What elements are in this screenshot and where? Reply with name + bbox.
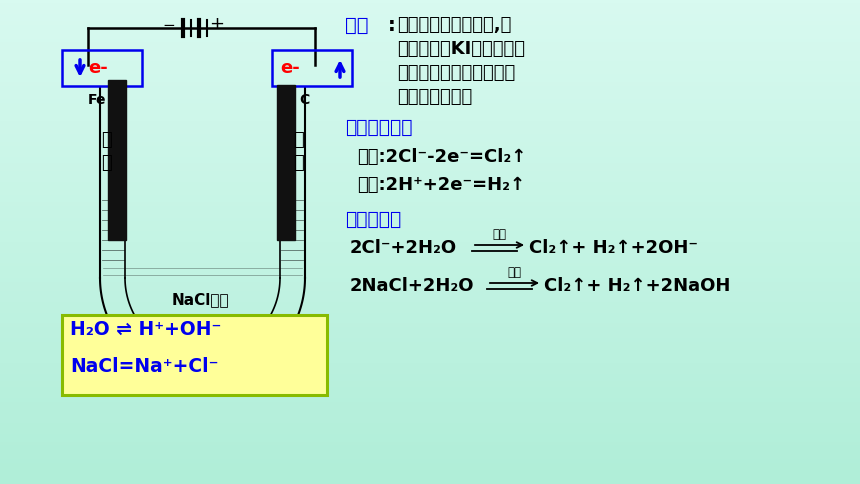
Bar [62, 315, 327, 395]
Text: 极: 极 [101, 154, 112, 172]
Text: 2NaCl+2H₂O: 2NaCl+2H₂O [350, 277, 475, 295]
Text: 2Cl⁻+2H₂O: 2Cl⁻+2H₂O [350, 239, 458, 257]
Text: 阴: 阴 [101, 131, 112, 149]
Text: 阳: 阳 [293, 131, 304, 149]
Text: Cl₂↑+ H₂↑+2OH⁻: Cl₂↑+ H₂↑+2OH⁻ [529, 239, 698, 257]
Text: NaCl=Na⁺+Cl⁻: NaCl=Na⁺+Cl⁻ [70, 358, 218, 377]
Bar [108, 80, 126, 240]
Text: −: − [163, 18, 175, 33]
Text: 现象: 现象 [345, 16, 368, 35]
Text: 湿润的淀粉KI试纸变蓝。: 湿润的淀粉KI试纸变蓝。 [397, 40, 525, 58]
Text: 电极反应式：: 电极反应式： [345, 118, 413, 137]
Text: +: + [210, 15, 224, 33]
Text: C: C [299, 93, 310, 107]
Text: H₂O ⇌ H⁺+OH⁻: H₂O ⇌ H⁺+OH⁻ [70, 319, 221, 338]
Bar [272, 50, 352, 86]
Text: e-: e- [280, 59, 300, 77]
Text: 阳极:2Cl⁻-2e⁻=Cl₂↑: 阳极:2Cl⁻-2e⁻=Cl₂↑ [357, 148, 526, 166]
Text: :: : [388, 16, 396, 35]
Text: 阴极:2H⁺+2e⁻=H₂↑: 阴极:2H⁺+2e⁻=H₂↑ [357, 176, 525, 194]
Text: 阳极产生黄绿色气体,使: 阳极产生黄绿色气体,使 [397, 16, 512, 34]
Text: Fe: Fe [88, 93, 106, 107]
Text: 电解: 电解 [507, 266, 521, 279]
Text: 酚酞溶液变红。: 酚酞溶液变红。 [397, 88, 472, 106]
Text: Cl₂↑+ H₂↑+2NaOH: Cl₂↑+ H₂↑+2NaOH [544, 277, 730, 295]
Text: 电解: 电解 [493, 228, 507, 241]
Text: 极: 极 [293, 154, 304, 172]
Bar [62, 50, 142, 86]
Bar [277, 85, 295, 240]
Text: NaCl溶液: NaCl溶液 [171, 292, 229, 307]
Text: 总反应式：: 总反应式： [345, 210, 402, 229]
Text: 阴极产生无色气体，滴加: 阴极产生无色气体，滴加 [397, 64, 515, 82]
Text: e-: e- [88, 59, 108, 77]
